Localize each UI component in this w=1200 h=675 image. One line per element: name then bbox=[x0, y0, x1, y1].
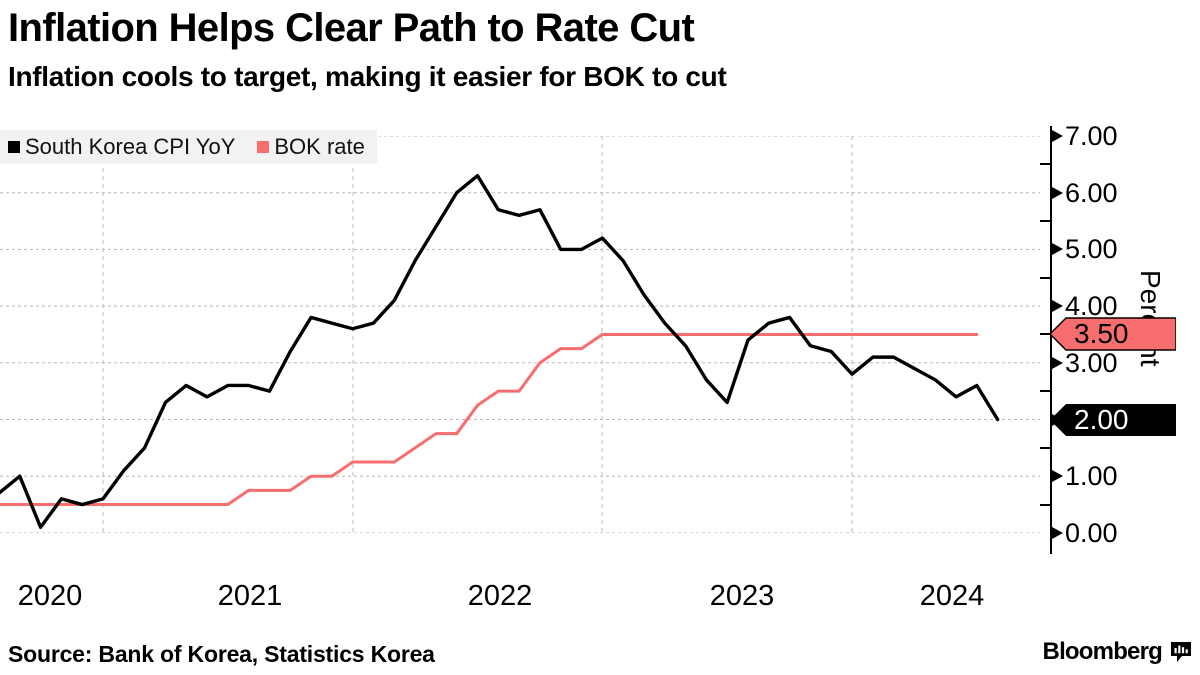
bloomberg-terminal-icon bbox=[1171, 642, 1191, 662]
chart-legend: South Korea CPI YoY BOK rate bbox=[0, 130, 377, 164]
bok-rate-flag-value: 3.50 bbox=[1074, 318, 1129, 350]
page-title: Inflation Helps Clear Path to Rate Cut bbox=[8, 6, 695, 50]
y-tick-major bbox=[1052, 186, 1063, 199]
plot-area bbox=[0, 136, 1040, 533]
y-tick-major bbox=[1052, 130, 1063, 142]
cpi-flag-value: 2.00 bbox=[1074, 403, 1129, 435]
y-axis-line bbox=[1050, 126, 1052, 554]
x-tick-label-2022: 2022 bbox=[467, 580, 533, 612]
source-note: Source: Bank of Korea, Statistics Korea bbox=[8, 641, 435, 667]
cpi-flag-shape bbox=[1050, 403, 1176, 436]
y-tick-minor bbox=[1040, 163, 1051, 166]
legend-label-cpi: South Korea CPI YoY bbox=[25, 134, 236, 159]
y-tick-minor bbox=[1040, 390, 1051, 393]
legend-item-cpi[interactable]: South Korea CPI YoY bbox=[8, 136, 235, 158]
bok-rate-flag-shape bbox=[1050, 317, 1176, 352]
y-tick-minor bbox=[1040, 220, 1051, 223]
x-tick-label-2020: 2020 bbox=[17, 580, 83, 612]
y-tick-minor bbox=[1040, 276, 1051, 279]
y-axis: 0.001.002.003.004.005.006.007.00 Percent… bbox=[1038, 120, 1200, 560]
y-tick-label: 3.00 bbox=[1065, 347, 1118, 378]
legend-swatch-bok bbox=[257, 141, 270, 153]
y-tick-major bbox=[1052, 470, 1063, 483]
legend-swatch-cpi bbox=[8, 141, 20, 153]
cpi-flag: 2.00 bbox=[1050, 400, 1176, 440]
x-tick-label-2024: 2024 bbox=[919, 580, 985, 612]
x-tick-label-2021: 2021 bbox=[217, 580, 283, 612]
bok-rate-flag: 3.50 bbox=[1050, 314, 1176, 354]
y-tick-label: 0.00 bbox=[1065, 517, 1118, 548]
y-tick-label: 7.00 bbox=[1065, 121, 1118, 151]
legend-label-bok: BOK rate bbox=[274, 134, 365, 159]
y-tick-major bbox=[1052, 526, 1063, 539]
y-tick-minor bbox=[1040, 446, 1051, 449]
y-tick-major bbox=[1052, 243, 1063, 256]
y-tick-label: 1.00 bbox=[1065, 461, 1118, 492]
y-tick-label: 5.00 bbox=[1065, 234, 1118, 265]
y-tick-label: 6.00 bbox=[1065, 177, 1118, 208]
legend-item-bok[interactable]: BOK rate bbox=[257, 134, 365, 159]
bloomberg-wordmark: Bloomberg bbox=[1042, 638, 1163, 665]
y-tick-major bbox=[1052, 300, 1063, 313]
y-tick-major bbox=[1052, 356, 1063, 369]
y-tick-minor bbox=[1040, 333, 1051, 336]
x-tick-label-2023: 2023 bbox=[709, 580, 775, 612]
y-tick-minor bbox=[1040, 503, 1051, 506]
y-tick-label: 4.00 bbox=[1065, 291, 1118, 322]
page-subtitle: Inflation cools to target, making it eas… bbox=[8, 61, 727, 92]
chart-canvas bbox=[0, 136, 1040, 533]
bloomberg-brand: Bloomberg bbox=[1043, 640, 1192, 664]
